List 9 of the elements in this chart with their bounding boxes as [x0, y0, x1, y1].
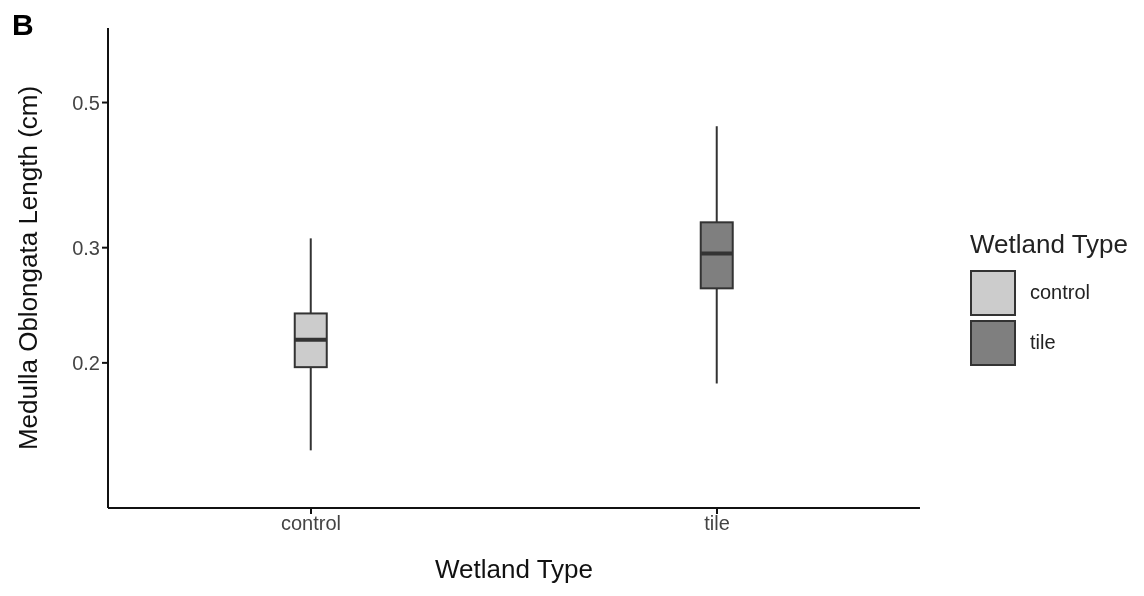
y-axis-title: Medulla Oblongata Length (cm)	[13, 85, 44, 451]
legend-label: control	[1029, 281, 1090, 304]
x-axis-title: Wetland Type	[434, 554, 593, 584]
y-tick-label: 0.2	[72, 351, 100, 374]
legend-title: Wetland Type	[969, 228, 1128, 260]
text: B	[12, 8, 34, 42]
y-tick-label: 0.5	[72, 91, 100, 114]
legend-label: tile	[1029, 331, 1056, 354]
y-tick-label: 0.3	[72, 236, 100, 259]
